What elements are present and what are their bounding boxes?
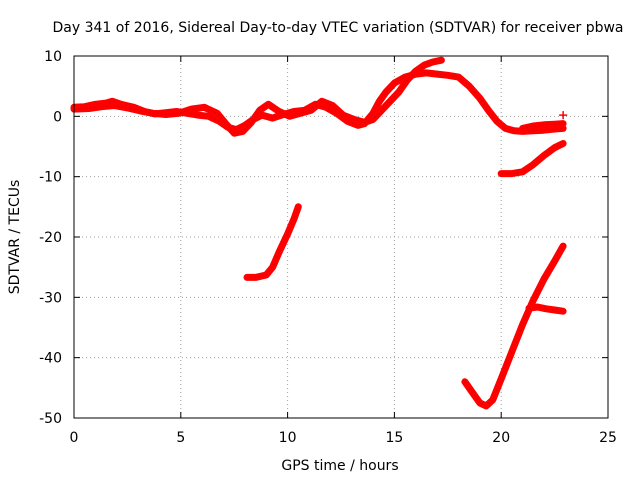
x-tick-label: 20	[492, 430, 510, 446]
series-pass-d	[519, 120, 567, 132]
x-tick-label: 15	[385, 430, 403, 446]
y-tick-label: -30	[39, 290, 62, 306]
y-tick-label: -10	[39, 170, 62, 186]
y-tick-label: -40	[39, 351, 62, 367]
x-tick-label: 0	[70, 430, 79, 446]
series-pass-b-crosses	[73, 59, 442, 134]
x-tick-label: 10	[279, 430, 297, 446]
x-tick-label: 25	[599, 430, 617, 446]
series-pass-f-crosses	[464, 245, 564, 407]
series-pass-f	[461, 242, 567, 410]
y-tick-label: -50	[39, 411, 62, 427]
y-tick-label: 0	[53, 109, 62, 125]
y-axis-label: SDTVAR / TECUs	[7, 180, 23, 295]
x-axis-label: GPS time / hours	[281, 458, 398, 474]
series-layer	[70, 56, 568, 410]
plus-marker	[559, 111, 568, 120]
ticks: 0 5 10 15 20 25 -50 -40 -30 -20 -10 0 10	[39, 49, 617, 446]
chart-title: Day 341 of 2016, Sidereal Day-to-day VTE…	[52, 20, 623, 36]
series-pass-g-crosses	[528, 306, 564, 312]
y-tick-label: 10	[44, 49, 62, 65]
y-tick-label: -20	[39, 230, 62, 246]
x-tick-label: 5	[176, 430, 185, 446]
series-pass-c	[497, 140, 567, 178]
series-pass-e-crosses	[246, 206, 299, 278]
series-pass-e	[243, 203, 302, 281]
